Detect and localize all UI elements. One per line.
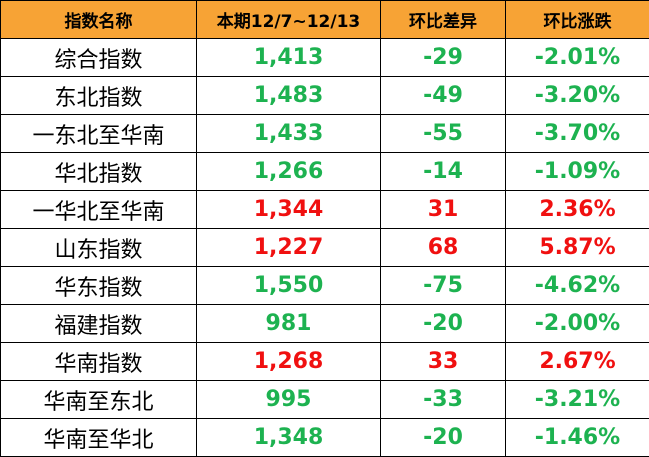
value-cell: -33 [380,380,506,419]
table-row: 华南至东北 995 -33 -3.21% [0,380,649,419]
header-cell: 指数名称 [0,0,197,39]
index-name: 东北指数 [0,76,197,115]
header-row: 指数名称 本期12/7~12/13 环比差异 环比涨跌 [0,0,649,39]
value-cell: 1,483 [196,76,381,115]
value-cell: 1,413 [196,38,381,77]
value-cell: -20 [380,418,506,457]
header-cell: 环比差异 [380,0,506,39]
value-cell: 33 [380,342,506,381]
value-cell: 5.87% [505,228,649,267]
index-name: 华南指数 [0,342,197,381]
value-cell: -20 [380,304,506,343]
table-row: 华南至华北 1,348 -20 -1.46% [0,418,649,457]
value-cell: -3.20% [505,76,649,115]
table-body: 综合指数 1,413 -29 -2.01% 东北指数 1,483 -49 -3.20% 一东北至… [0,38,649,457]
value-cell: 1,266 [196,152,381,191]
value-cell: -1.09% [505,152,649,191]
index-name: 华南至华北 [0,418,197,457]
value-cell: -14 [380,152,506,191]
value-cell: -1.46% [505,418,649,457]
value-cell: -3.21% [505,380,649,419]
table-row: 华北指数 1,266 -14 -1.09% [0,152,649,191]
table-row: 福建指数 981 -20 -2.00% [0,304,649,343]
index-name: 华东指数 [0,266,197,305]
value-cell: 981 [196,304,381,343]
value-cell: 1,344 [196,190,381,229]
value-cell: 995 [196,380,381,419]
header-cell: 本期12/7~12/13 [196,0,381,39]
value-cell: -75 [380,266,506,305]
header-cell: 环比涨跌 [505,0,649,39]
index-name: 福建指数 [0,304,197,343]
value-cell: -4.62% [505,266,649,305]
value-cell: -2.00% [505,304,649,343]
index-name: 一华北至华南 [0,190,197,229]
value-cell: 68 [380,228,506,267]
index-name: 一东北至华南 [0,114,197,153]
table-row: 综合指数 1,413 -29 -2.01% [0,38,649,77]
value-cell: 1,268 [196,342,381,381]
table-row: 华南指数 1,268 33 2.67% [0,342,649,381]
value-cell: 1,550 [196,266,381,305]
value-cell: 1,433 [196,114,381,153]
index-name: 山东指数 [0,228,197,267]
table-row: 华东指数 1,550 -75 -4.62% [0,266,649,305]
index-name: 华南至东北 [0,380,197,419]
value-cell: 2.67% [505,342,649,381]
table-row: 东北指数 1,483 -49 -3.20% [0,76,649,115]
value-cell: -49 [380,76,506,115]
value-cell: 2.36% [505,190,649,229]
value-cell: -29 [380,38,506,77]
index-name: 华北指数 [0,152,197,191]
value-cell: -2.01% [505,38,649,77]
value-cell: 1,227 [196,228,381,267]
value-cell: 1,348 [196,418,381,457]
value-cell: -55 [380,114,506,153]
table-row: 一华北至华南 1,344 31 2.36% [0,190,649,229]
value-cell: -3.70% [505,114,649,153]
index-name: 综合指数 [0,38,197,77]
table-row: 一东北至华南 1,433 -55 -3.70% [0,114,649,153]
table-row: 山东指数 1,227 68 5.87% [0,228,649,267]
value-cell: 31 [380,190,506,229]
